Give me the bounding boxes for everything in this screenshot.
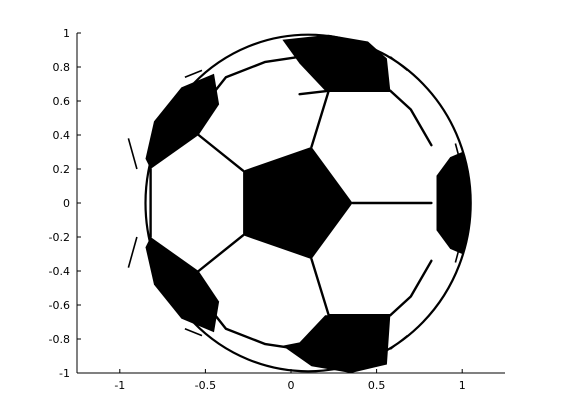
ball-patch-upper-left <box>145 73 220 169</box>
x-axis-ticks: -1 -0.5 0 0.5 1 <box>114 369 466 392</box>
ball-edge-flick <box>389 334 408 350</box>
ball-seam <box>205 55 301 103</box>
y-tick-label: 0.6 <box>53 95 71 108</box>
ball-seam <box>205 303 301 351</box>
y-tick-label: 0 <box>63 197 70 210</box>
ball-patches <box>145 34 471 373</box>
x-tick-label: 1 <box>459 379 466 392</box>
y-tick-label: 0.4 <box>53 129 71 142</box>
ball-patch-top <box>282 34 391 91</box>
ball-seam <box>389 89 433 147</box>
y-tick-label: -1 <box>59 367 70 380</box>
y-tick-label: -0.8 <box>49 333 70 346</box>
y-tick-label: -0.4 <box>49 265 70 278</box>
ball-edge-flick <box>389 56 408 72</box>
ball-edge-flick <box>454 143 463 170</box>
ball-edge-flick <box>127 138 138 170</box>
y-tick-label: -0.2 <box>49 231 70 244</box>
ball-seam <box>298 89 330 96</box>
y-axis-ticks: 1 0.8 0.6 0.4 0.2 0 -0.2 -0.4 -0.6 -0.8 -1 <box>49 27 81 380</box>
ball-seam <box>197 133 245 172</box>
x-tick-label: -1 <box>114 379 125 392</box>
y-tick-label: 1 <box>63 27 70 40</box>
ball-seam <box>310 89 330 149</box>
ball-patch-bottom <box>282 315 391 373</box>
y-tick-label: 0.2 <box>53 163 71 176</box>
ball-patch-center <box>243 146 353 260</box>
ball-seam <box>197 234 245 273</box>
x-tick-label: -0.5 <box>195 379 216 392</box>
ball-edge-flick <box>127 236 138 268</box>
ball-seams <box>149 55 433 351</box>
ball-edge-flick <box>184 69 203 78</box>
ball-seam <box>389 259 433 317</box>
ball-edge-flick <box>454 236 463 263</box>
y-tick-label: 0.8 <box>53 61 71 74</box>
axes: -1 -0.5 0 0.5 1 1 0.8 0.6 0.4 0.2 0 -0.2 -0.4 -0.6 -0… <box>49 27 505 392</box>
ball-patch-lower-left <box>145 237 220 333</box>
y-tick-label: -0.6 <box>49 299 70 312</box>
x-tick-label: 0.5 <box>368 379 386 392</box>
ball-edge-flicks <box>127 56 463 350</box>
plot-area <box>127 33 472 373</box>
ball-patch-right <box>436 152 471 254</box>
ball-seam <box>310 257 330 317</box>
ball-edge-flick <box>184 328 203 337</box>
x-tick-label: 0 <box>288 379 295 392</box>
